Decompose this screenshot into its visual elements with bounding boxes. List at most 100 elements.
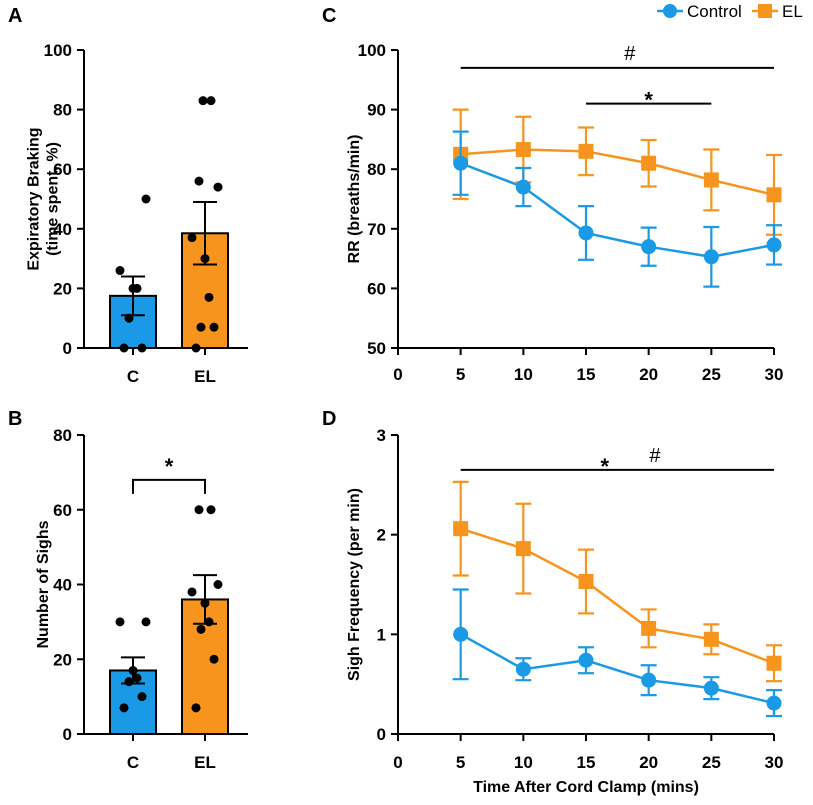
legend-label-control: Control (687, 2, 742, 21)
series-control (452, 588, 782, 718)
data-point (453, 626, 469, 642)
x-tick-label: 30 (765, 365, 784, 384)
y-tick-label: 70 (367, 220, 386, 239)
y-tick-label: 60 (53, 160, 72, 179)
data-point (703, 680, 719, 696)
legend-marker-el (758, 4, 772, 18)
data-point (206, 96, 216, 106)
data-point (128, 283, 138, 293)
data-point (119, 703, 129, 713)
data-point (194, 176, 204, 186)
y-tick-label: 100 (44, 41, 72, 60)
y-tick-label: 90 (367, 101, 386, 120)
y-tick-label: 20 (53, 279, 72, 298)
series-line (460, 162, 775, 259)
panel-c: C 50 60 70 80 90 100 RR (breaths/min) 0 5 10 15 20 25… (322, 5, 783, 384)
data-point (641, 155, 657, 171)
series-line (460, 633, 775, 705)
y-axis-label: RR (breaths/min) (346, 135, 363, 264)
data-point (204, 617, 214, 627)
panel-letter-d: D (322, 408, 336, 430)
data-point (515, 541, 531, 557)
x-tick-label: 30 (765, 753, 784, 772)
data-point (198, 96, 208, 106)
data-point (453, 521, 469, 537)
data-point (132, 673, 142, 683)
x-tick-label: 20 (639, 753, 658, 772)
data-point (119, 343, 129, 353)
data-point (196, 322, 206, 332)
category-label-c: C (127, 367, 139, 386)
data-point (641, 239, 657, 255)
significance-bracket (132, 478, 206, 494)
data-point (578, 652, 594, 668)
y-tick-label: 60 (53, 501, 72, 520)
data-point (703, 631, 719, 647)
y-tick-label: 80 (53, 426, 72, 445)
y-tick-label: 3 (377, 426, 386, 445)
x-tick-label: 10 (514, 753, 533, 772)
data-point (515, 661, 531, 677)
legend: Control EL (657, 2, 803, 21)
y-tick-label: 40 (53, 576, 72, 595)
legend-item-control: Control (657, 2, 742, 21)
panel-a: A 0 20 40 60 80 100 Expiratory Braking (time spe… (8, 5, 248, 386)
y-axis-label: (time spent, %) (45, 142, 62, 256)
legend-marker-control (663, 4, 677, 18)
data-point (578, 225, 594, 241)
y-tick-label: 0 (63, 339, 72, 358)
data-point (194, 505, 204, 515)
data-point (191, 343, 201, 353)
data-point (766, 187, 782, 203)
series-el (452, 480, 782, 683)
y-tick-label: 80 (367, 160, 386, 179)
data-point (200, 598, 210, 608)
data-point (578, 143, 594, 159)
data-point (515, 179, 531, 195)
panel-b: B 0 20 40 60 80 Number of Sighs C EL * (8, 408, 248, 772)
significance-label: # (649, 445, 661, 467)
data-point (515, 142, 531, 158)
x-tick-label: 10 (514, 365, 533, 384)
data-point (115, 617, 125, 627)
y-axis-label: Sigh Frequency (per min) (346, 488, 363, 681)
data-point (766, 655, 782, 671)
significance-label: # (624, 43, 636, 65)
data-point (196, 624, 206, 634)
category-label-el: EL (194, 367, 216, 386)
y-tick-label: 2 (377, 526, 386, 545)
data-point (187, 587, 197, 597)
x-tick-label: 5 (456, 753, 465, 772)
data-point (204, 292, 214, 302)
y-axis-label: Number of Sighs (35, 520, 52, 648)
x-tick-label: 0 (393, 365, 402, 384)
data-point (766, 695, 782, 711)
data-point (124, 677, 134, 687)
data-point (213, 580, 223, 589)
panel-letter-a: A (8, 5, 22, 27)
significance-label: * (165, 454, 174, 479)
data-point (766, 237, 782, 253)
data-point (128, 665, 138, 675)
data-point (209, 322, 219, 332)
x-tick-label: 25 (702, 365, 721, 384)
y-tick-label: 20 (53, 650, 72, 669)
series-line (460, 148, 775, 197)
x-axis-label: Time After Cord Clamp (mins) (473, 779, 699, 796)
data-point (141, 617, 151, 627)
data-point (200, 254, 210, 264)
series-el (452, 108, 782, 236)
legend-item-el: EL (752, 2, 803, 21)
data-point (453, 155, 469, 171)
category-label-el: EL (194, 753, 216, 772)
significance-label: * (644, 88, 653, 113)
x-tick-label: 20 (639, 365, 658, 384)
data-point (137, 692, 147, 702)
data-point (703, 249, 719, 265)
data-point (206, 505, 216, 515)
data-point (213, 182, 223, 192)
data-point (137, 343, 147, 353)
y-tick-label: 100 (358, 41, 386, 60)
y-tick-label: 50 (367, 339, 386, 358)
